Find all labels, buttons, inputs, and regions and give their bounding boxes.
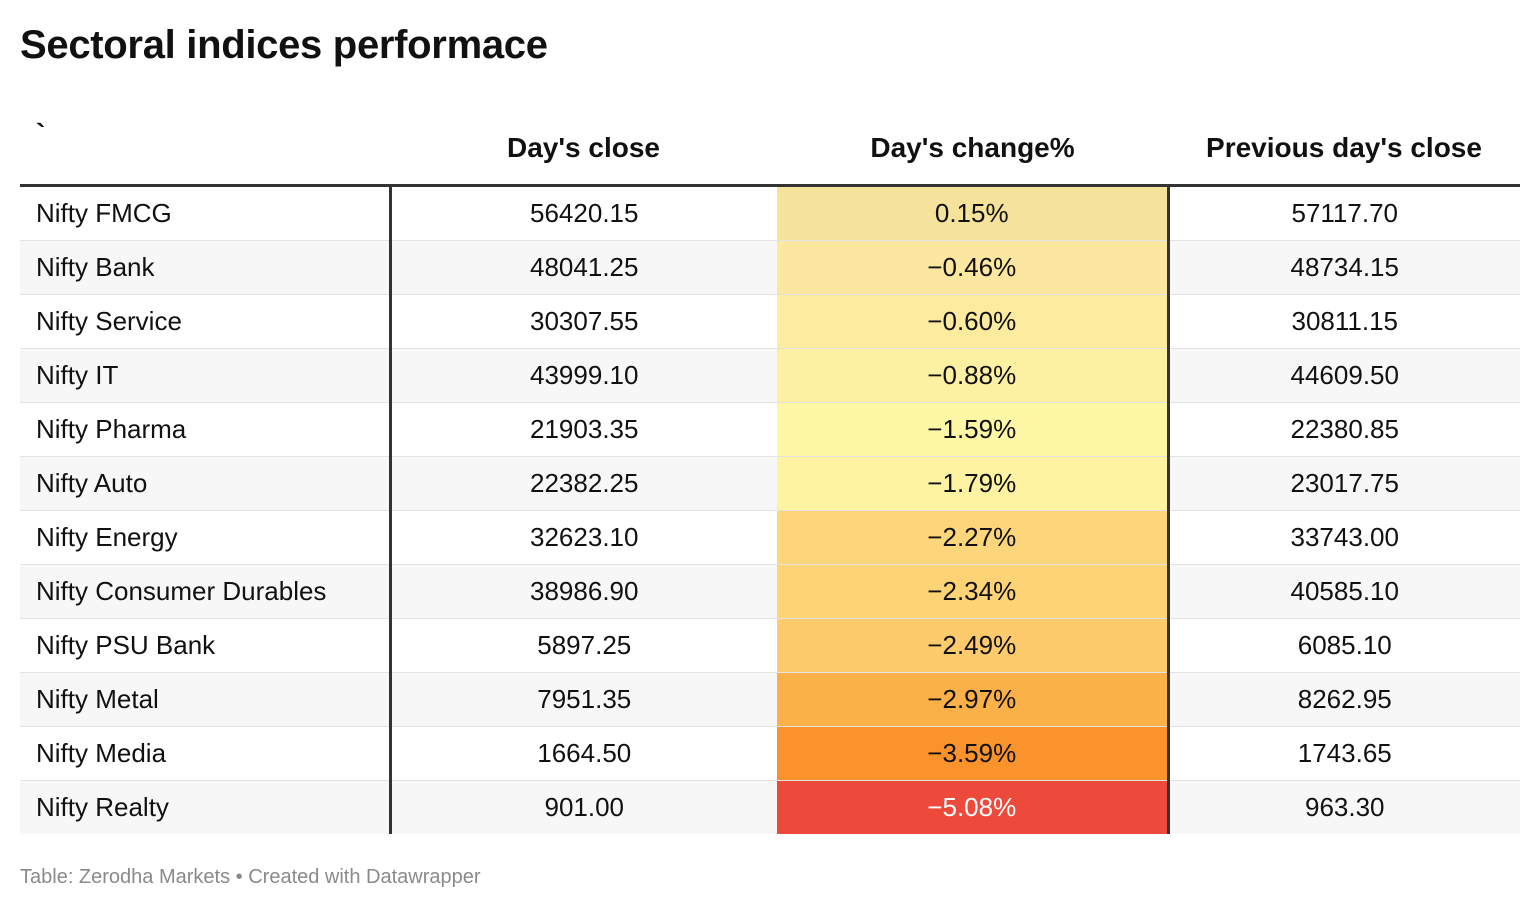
cell-index-name: Nifty Energy <box>20 510 392 565</box>
cell-previous-close: 6085.10 <box>1168 618 1520 673</box>
table-row: Nifty FMCG 56420.15 0.15% 57117.70 <box>20 185 1520 241</box>
cell-days-close: 38986.90 <box>390 564 777 619</box>
cell-days-change: −0.46% <box>777 240 1170 295</box>
cell-previous-close: 1743.65 <box>1168 726 1520 781</box>
source-footer: Table: Zerodha Markets • Created with Da… <box>20 866 481 888</box>
cell-previous-close: 44609.50 <box>1168 348 1520 403</box>
table-row: Nifty Consumer Durables 38986.90 −2.34% 405… <box>20 564 1520 619</box>
chart-title: Sectoral indices performace <box>20 23 548 67</box>
table-body: Nifty FMCG 56420.15 0.15% 57117.70 Nifty Ban… <box>20 185 1520 834</box>
cell-days-change: −5.08% <box>777 780 1170 834</box>
table-header: ` Day's close Day's change% Previous day… <box>20 112 1520 187</box>
cell-days-change: −0.60% <box>777 294 1170 349</box>
table-row: Nifty Auto 22382.25 −1.79% 23017.75 <box>20 456 1520 511</box>
cell-days-close: 22382.25 <box>390 456 777 511</box>
table-row: Nifty Energy 32623.10 −2.27% 33743.00 <box>20 510 1520 565</box>
cell-days-close: 5897.25 <box>390 618 777 673</box>
cell-index-name: Nifty PSU Bank <box>20 618 392 673</box>
indices-table: ` Day's close Day's change% Previous day… <box>20 112 1520 834</box>
table-row: Nifty Pharma 21903.35 −1.59% 22380.85 <box>20 402 1520 457</box>
cell-days-change: 0.15% <box>777 185 1170 241</box>
header-name[interactable]: ` <box>20 112 390 187</box>
cell-days-close: 1664.50 <box>390 726 777 781</box>
cell-previous-close: 22380.85 <box>1168 402 1520 457</box>
cell-days-close: 32623.10 <box>390 510 777 565</box>
cell-days-change: −2.34% <box>777 564 1170 619</box>
cell-days-close: 30307.55 <box>390 294 777 349</box>
cell-days-change: −2.97% <box>777 672 1170 727</box>
cell-days-close: 901.00 <box>390 780 777 834</box>
cell-index-name: Nifty Bank <box>20 240 392 295</box>
cell-previous-close: 40585.10 <box>1168 564 1520 619</box>
table-row: Nifty Realty 901.00 −5.08% 963.30 <box>20 780 1520 834</box>
cell-days-change: −1.79% <box>777 456 1170 511</box>
cell-previous-close: 23017.75 <box>1168 456 1520 511</box>
cell-previous-close: 48734.15 <box>1168 240 1520 295</box>
cell-previous-close: 963.30 <box>1168 780 1520 834</box>
indices-table-container: ` Day's close Day's change% Previous day… <box>20 112 1520 834</box>
header-row: ` Day's close Day's change% Previous day… <box>20 112 1520 187</box>
cell-days-close: 21903.35 <box>390 402 777 457</box>
cell-days-close: 56420.15 <box>390 185 777 241</box>
cell-index-name: Nifty Metal <box>20 672 392 727</box>
cell-days-change: −3.59% <box>777 726 1170 781</box>
cell-previous-close: 33743.00 <box>1168 510 1520 565</box>
cell-previous-close: 30811.15 <box>1168 294 1520 349</box>
table-row: Nifty Media 1664.50 −3.59% 1743.65 <box>20 726 1520 781</box>
cell-previous-close: 8262.95 <box>1168 672 1520 727</box>
header-previous-close[interactable]: Previous day's close <box>1168 112 1520 187</box>
header-days-close[interactable]: Day's close <box>390 112 777 187</box>
cell-days-change: −2.49% <box>777 618 1170 673</box>
header-days-change[interactable]: Day's change% <box>777 112 1168 187</box>
table-row: Nifty Service 30307.55 −0.60% 30811.15 <box>20 294 1520 349</box>
cell-days-change: −0.88% <box>777 348 1170 403</box>
cell-days-change: −1.59% <box>777 402 1170 457</box>
cell-days-close: 7951.35 <box>390 672 777 727</box>
cell-index-name: Nifty Consumer Durables <box>20 564 392 619</box>
cell-days-close: 48041.25 <box>390 240 777 295</box>
table-row: Nifty PSU Bank 5897.25 −2.49% 6085.10 <box>20 618 1520 673</box>
cell-index-name: Nifty FMCG <box>20 185 392 241</box>
cell-index-name: Nifty Media <box>20 726 392 781</box>
cell-days-change: −2.27% <box>777 510 1170 565</box>
cell-index-name: Nifty Service <box>20 294 392 349</box>
table-row: Nifty Metal 7951.35 −2.97% 8262.95 <box>20 672 1520 727</box>
cell-index-name: Nifty Auto <box>20 456 392 511</box>
cell-index-name: Nifty Pharma <box>20 402 392 457</box>
cell-index-name: Nifty IT <box>20 348 392 403</box>
cell-previous-close: 57117.70 <box>1168 185 1520 241</box>
table-row: Nifty Bank 48041.25 −0.46% 48734.15 <box>20 240 1520 295</box>
table-row: Nifty IT 43999.10 −0.88% 44609.50 <box>20 348 1520 403</box>
cell-days-close: 43999.10 <box>390 348 777 403</box>
cell-index-name: Nifty Realty <box>20 780 392 834</box>
